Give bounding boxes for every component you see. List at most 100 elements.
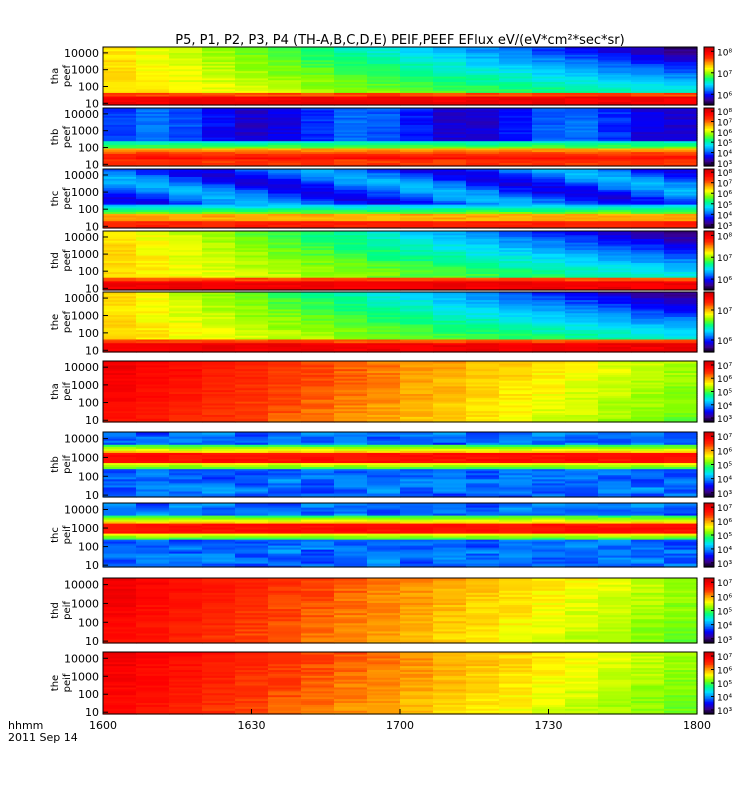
heatmap-cell bbox=[433, 378, 467, 381]
heatmap-cell bbox=[367, 559, 401, 562]
heatmap-cell bbox=[169, 162, 203, 165]
heatmap-cell bbox=[598, 418, 632, 421]
heatmap-cell bbox=[268, 149, 302, 153]
heatmap-cell bbox=[532, 271, 566, 274]
heatmap-cell bbox=[103, 408, 137, 412]
heatmap-cell bbox=[565, 262, 599, 265]
heatmap-cell bbox=[400, 376, 434, 379]
heatmap-cell bbox=[235, 226, 269, 229]
colorbar-step bbox=[704, 222, 714, 225]
heatmap-cell bbox=[664, 460, 698, 464]
heatmap-cell bbox=[103, 370, 137, 374]
heatmap-cell bbox=[499, 249, 533, 252]
heatmap-cell bbox=[466, 452, 500, 455]
heatmap-cell bbox=[268, 129, 302, 133]
heatmap-cell bbox=[565, 286, 599, 289]
heatmap-cell bbox=[499, 553, 533, 556]
heatmap-cell bbox=[367, 85, 401, 88]
heatmap-cell bbox=[268, 482, 302, 486]
heatmap-cell bbox=[136, 149, 170, 153]
heatmap-cell bbox=[235, 448, 269, 451]
heatmap-cell bbox=[598, 256, 632, 260]
heatmap-cell bbox=[532, 420, 566, 423]
heatmap-cell bbox=[169, 364, 203, 368]
heatmap-cell bbox=[103, 381, 137, 385]
heatmap-cell bbox=[532, 211, 566, 214]
heatmap-cell bbox=[268, 553, 302, 556]
heatmap-cell bbox=[103, 242, 137, 245]
heatmap-cell bbox=[169, 65, 203, 68]
heatmap-cell bbox=[565, 361, 599, 364]
heatmap-cell bbox=[169, 397, 203, 400]
heatmap-cell bbox=[400, 533, 434, 536]
heatmap-cell bbox=[466, 63, 500, 66]
heatmap-cell bbox=[268, 137, 302, 140]
heatmap-cell bbox=[532, 335, 566, 338]
heatmap-cell bbox=[301, 63, 335, 66]
heatmap-cell bbox=[169, 340, 203, 344]
heatmap-cell bbox=[136, 66, 170, 70]
heatmap-cell bbox=[598, 187, 632, 190]
colorbar-tick-label: 10⁶ bbox=[717, 190, 732, 200]
heatmap-cell bbox=[169, 267, 203, 271]
heatmap-cell bbox=[598, 362, 632, 366]
colorbar-step bbox=[704, 235, 714, 238]
heatmap-cell bbox=[268, 220, 302, 224]
heatmap-cell bbox=[334, 418, 368, 421]
heatmap-cell bbox=[136, 205, 170, 209]
heatmap-cell bbox=[169, 103, 203, 106]
heatmap-cell bbox=[334, 492, 368, 496]
heatmap-cell bbox=[400, 545, 434, 548]
heatmap-cell bbox=[499, 383, 533, 387]
heatmap-cell bbox=[367, 99, 401, 102]
heatmap-cell bbox=[334, 66, 368, 70]
heatmap-cell bbox=[598, 109, 632, 113]
heatmap-cell bbox=[499, 531, 533, 534]
heatmap-cell bbox=[202, 305, 236, 308]
heatmap-cell bbox=[301, 337, 335, 340]
heatmap-cell bbox=[169, 200, 203, 203]
heatmap-cell bbox=[301, 113, 335, 116]
heatmap-cell bbox=[136, 565, 170, 568]
heatmap-cell bbox=[499, 140, 533, 144]
heatmap-cell bbox=[268, 460, 302, 464]
heatmap-cell bbox=[565, 381, 599, 385]
colorbar-step bbox=[704, 148, 714, 151]
heatmap-cell bbox=[169, 350, 203, 353]
heatmap-cell bbox=[235, 480, 269, 484]
heatmap-cell bbox=[367, 88, 401, 92]
colorbar-step bbox=[704, 328, 714, 331]
heatmap-cell bbox=[664, 267, 698, 271]
heatmap-cell bbox=[334, 160, 368, 163]
heatmap-cell bbox=[202, 90, 236, 93]
heatmap-cell bbox=[598, 406, 632, 410]
heatmap-cell bbox=[532, 231, 566, 234]
heatmap-cell bbox=[433, 416, 467, 419]
heatmap-cell bbox=[301, 209, 335, 212]
heatmap-cell bbox=[499, 169, 533, 172]
heatmap-cell bbox=[367, 65, 401, 68]
heatmap-cell bbox=[499, 103, 533, 106]
heatmap-cell bbox=[202, 432, 236, 435]
heatmap-cell bbox=[664, 247, 698, 251]
heatmap-cell bbox=[532, 180, 566, 183]
heatmap-cell bbox=[103, 468, 137, 472]
heatmap-cell bbox=[433, 76, 467, 79]
heatmap-cell bbox=[466, 65, 500, 68]
heatmap-cell bbox=[367, 50, 401, 54]
colorbar-step bbox=[704, 451, 714, 454]
heatmap-cell bbox=[565, 120, 599, 124]
heatmap-cell bbox=[268, 147, 302, 151]
heatmap-cell bbox=[334, 189, 368, 192]
heatmap-cell bbox=[631, 293, 665, 297]
heatmap-cell bbox=[367, 509, 401, 512]
heatmap-cell bbox=[499, 414, 533, 417]
colorbar-step bbox=[704, 102, 714, 105]
heatmap-cell bbox=[169, 456, 203, 460]
heatmap-cell bbox=[433, 57, 467, 61]
heatmap-cell bbox=[532, 284, 566, 287]
colorbar-step bbox=[704, 260, 714, 263]
heatmap-cell bbox=[565, 103, 599, 106]
heatmap-cell bbox=[367, 322, 401, 325]
